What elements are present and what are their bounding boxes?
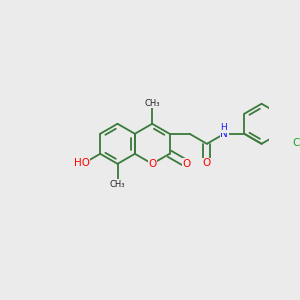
Text: H: H [220, 123, 227, 132]
Text: N: N [220, 129, 228, 139]
Text: HO: HO [74, 158, 89, 168]
Text: O: O [183, 159, 191, 169]
Text: CH₃: CH₃ [145, 99, 160, 108]
Text: Cl: Cl [292, 138, 300, 148]
Text: O: O [203, 158, 211, 168]
Text: O: O [148, 159, 156, 169]
Text: CH₃: CH₃ [110, 180, 125, 189]
